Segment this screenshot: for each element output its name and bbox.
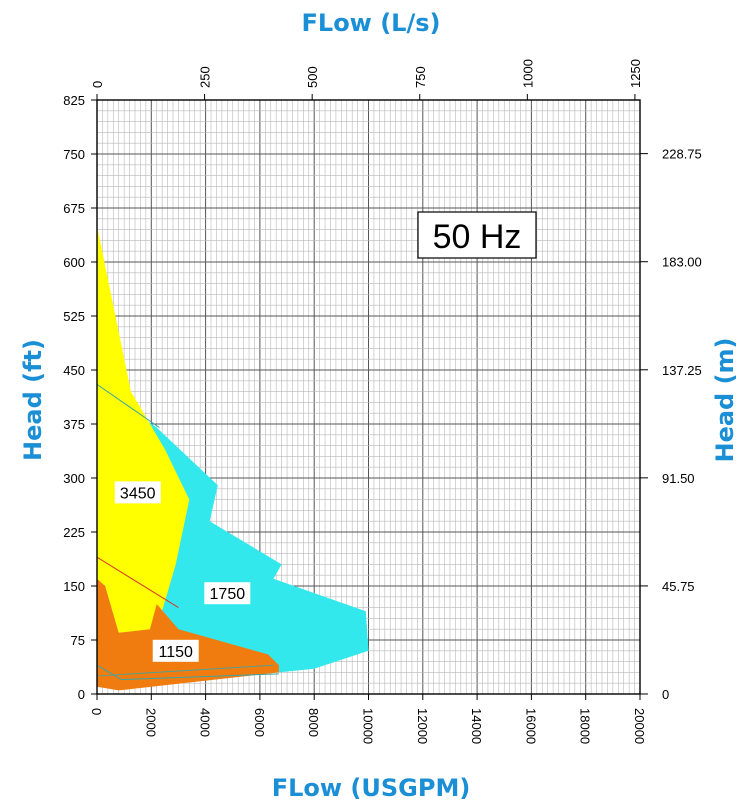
area-3450 <box>97 226 190 633</box>
y-left-tick-label: 675 <box>63 201 85 216</box>
y-left-tick-label: 150 <box>63 579 85 594</box>
series-label-text: 3450 <box>120 485 156 502</box>
curve-line <box>96 664 122 681</box>
x-bottom-tick-label: 20000 <box>632 708 647 744</box>
x-bottom-tick-label: 14000 <box>469 708 484 744</box>
curve-line <box>96 383 160 429</box>
x-top-tick-label: 500 <box>305 66 320 88</box>
x-bottom-axis-title: FLow (USGPM) <box>272 774 471 801</box>
series-label-1750: 1750 <box>204 582 251 605</box>
x-top-tick-label: 1250 <box>628 59 643 88</box>
frequency-label-box: 50 Hz <box>417 211 537 259</box>
x-bottom-tick-label: 16000 <box>523 708 538 744</box>
y-left-tick-label: 825 <box>63 93 85 108</box>
x-top-tick-label: 0 <box>90 81 105 88</box>
curve-line <box>96 556 179 609</box>
series-label-text: 1150 <box>159 644 194 661</box>
series-label-1150: 1150 <box>152 639 199 662</box>
y-right-tick-label: 183.00 <box>662 255 702 270</box>
y-right-tick-label: 91.50 <box>662 471 695 486</box>
chart-frame <box>91 94 648 700</box>
x-bottom-tick-label: 8000 <box>306 708 321 737</box>
y-right-tick-label: 0 <box>662 687 669 702</box>
y-right-axis-title: Head (m) <box>711 337 739 462</box>
curve-line <box>96 664 274 677</box>
tick-labels: 0 75 150 225 300 375 450 525 600 675 750 825 0 45.75 9… <box>63 59 701 744</box>
x-bottom-tick-label: 2000 <box>143 708 158 737</box>
series-label-bg <box>114 481 161 504</box>
curve-line <box>121 673 279 681</box>
x-bottom-tick-label: 18000 <box>578 708 593 744</box>
series-labels: 1750 3450 1150 <box>114 481 251 662</box>
y-left-tick-label: 450 <box>63 363 85 378</box>
x-top-axis-title: FLow (L/s) <box>302 9 441 37</box>
x-bottom-tick-label: 6000 <box>252 708 267 737</box>
frequency-label: 50 Hz <box>433 218 522 256</box>
series-label-bg <box>152 639 199 662</box>
performance-curves <box>96 383 279 681</box>
y-right-tick-label: 45.75 <box>662 579 695 594</box>
y-right-tick-label: 228.75 <box>662 147 702 162</box>
y-left-tick-label: 225 <box>63 525 85 540</box>
series-label-text: 1750 <box>210 586 246 603</box>
x-bottom-tick-label: 10000 <box>361 708 376 744</box>
y-left-tick-label: 0 <box>78 687 85 702</box>
y-left-tick-label: 300 <box>63 471 85 486</box>
y-left-tick-label: 600 <box>63 255 85 270</box>
series-label-3450: 3450 <box>114 481 161 504</box>
x-top-tick-label: 750 <box>413 66 428 88</box>
y-left-axis-title: Head (ft) <box>19 339 47 461</box>
area-1150 <box>97 578 279 691</box>
x-top-tick-label: 250 <box>198 66 213 88</box>
coverage-areas <box>97 226 369 691</box>
x-bottom-tick-label: 4000 <box>198 708 213 737</box>
x-top-tick-label: 1000 <box>520 59 535 88</box>
x-bottom-tick-label: 12000 <box>415 708 430 744</box>
x-bottom-tick-label: 0 <box>89 708 104 715</box>
y-left-tick-label: 525 <box>63 309 85 324</box>
series-label-bg <box>204 582 251 605</box>
y-left-tick-label: 375 <box>63 417 85 432</box>
y-left-tick-label: 75 <box>71 633 85 648</box>
y-right-tick-label: 137.25 <box>662 363 702 378</box>
y-left-tick-label: 750 <box>63 147 85 162</box>
